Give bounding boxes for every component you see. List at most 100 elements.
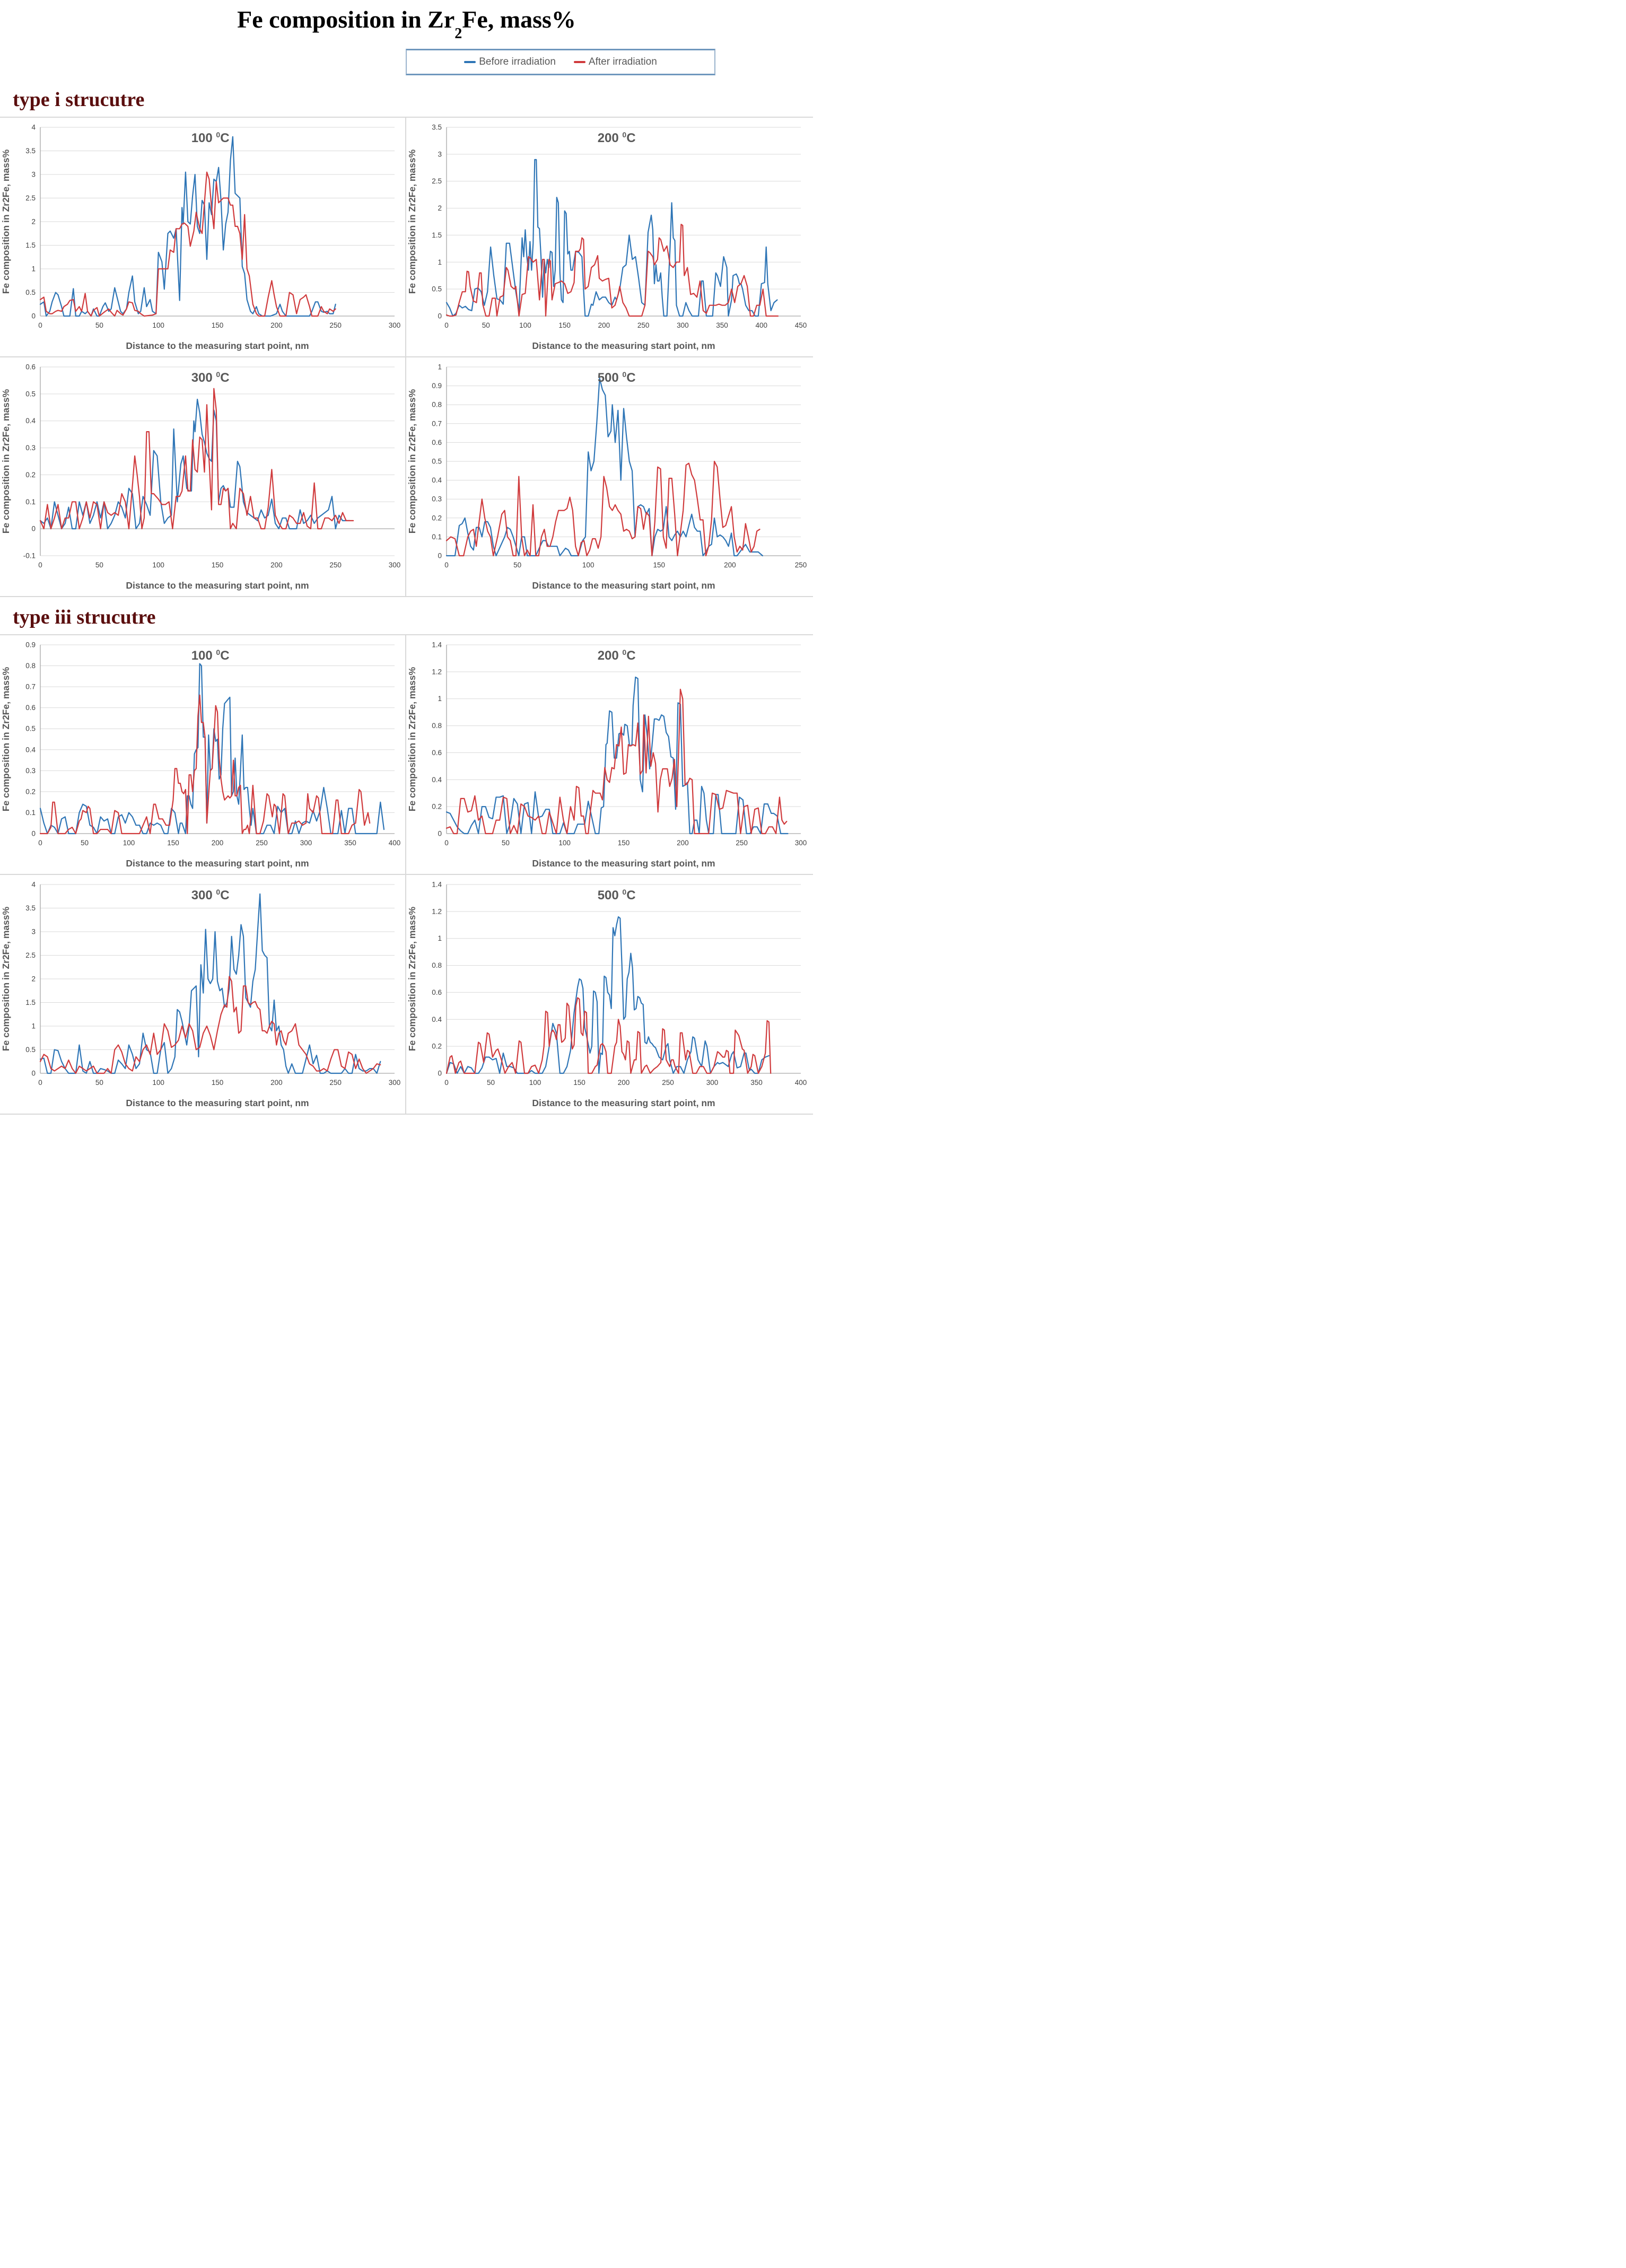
x-tick: 0 [444,839,449,847]
y-tick: 1 [438,934,442,942]
x-tick: 50 [95,1079,103,1087]
x-tick: 0 [444,1079,449,1087]
y-tick: 3 [438,151,442,159]
y-tick: 1 [438,363,442,371]
legend-row: Before irradiation After irradiation [0,45,813,80]
series-line-before [39,663,385,835]
y-axis-title: Fe composition in Zr2Fe, mass% [1,150,11,294]
y-tick: 0 [438,1070,442,1078]
y-tick: 0.2 [432,514,442,522]
x-tick: 300 [795,839,807,847]
x-tick: 100 [529,1079,541,1087]
y-tick: 0.8 [432,722,442,730]
y-axis-title: Fe composition in Zr2Fe, mass% [407,907,417,1052]
x-tick: 50 [482,321,490,329]
figure-title-pre: Fe composition in Zr [237,6,455,33]
x-tick: 350 [716,321,728,329]
series-line-after [445,997,772,1074]
y-tick: 2.5 [25,951,36,959]
y-tick: 0.6 [432,749,442,757]
series-line-before [445,916,770,1074]
y-tick: 2 [31,975,36,983]
x-tick: 50 [81,839,89,847]
chart-title: 200 0C [598,648,636,663]
y-tick: 1.2 [432,908,442,916]
y-tick: 0 [31,1070,36,1078]
series-line-after [39,976,381,1074]
y-tick: 0.7 [432,419,442,427]
series-line-before [39,399,351,530]
x-tick: 200 [270,1079,283,1087]
y-tick: 4 [31,124,36,132]
y-tick: 3 [31,928,36,936]
x-axis-title: Distance to the measuring start point, n… [126,1098,309,1108]
y-tick: 0.3 [432,495,442,503]
y-tick: 1.2 [432,668,442,676]
x-tick: 50 [95,321,103,329]
y-axis-title: Fe composition in Zr2Fe, mass% [407,150,417,294]
y-tick: 0.4 [25,417,36,425]
y-tick: 0.3 [25,444,36,452]
x-tick: 250 [329,1079,342,1087]
y-tick: 0.5 [25,390,36,398]
figure-root: Fe composition in Zr2Fe, mass% Before ir… [0,5,813,1131]
x-tick: 250 [736,839,748,847]
y-tick: 0.6 [432,439,442,446]
x-tick: 250 [637,321,650,329]
x-tick: 200 [677,839,689,847]
y-tick: 2.5 [25,194,36,202]
y-tick: 0 [438,552,442,560]
x-tick: 450 [795,321,807,329]
y-tick: 4 [31,881,36,889]
x-tick: 100 [582,561,595,569]
x-tick: 250 [329,561,342,569]
y-tick: 0.6 [25,704,36,712]
x-tick: 300 [677,321,689,329]
x-tick: 400 [756,321,768,329]
chart-grid-type-iii: 0 0.1 0.2 0.3 0.4 0.5 0.6 0.7 0.8 0.9 0 50 100 150 200… [0,634,813,1115]
y-tick: 3.5 [432,124,442,132]
y-axis-title: Fe composition in Zr2Fe, mass% [1,907,11,1052]
y-tick: 0.1 [25,809,36,817]
x-tick: 400 [389,839,401,847]
y-tick: 0.9 [432,382,442,390]
y-tick: 0.2 [25,471,36,479]
chart-title: 300 0C [191,888,230,903]
x-tick: 150 [212,1079,224,1087]
x-tick: 0 [38,561,42,569]
y-tick: 0.6 [25,363,36,371]
x-tick: 250 [329,321,342,329]
y-tick: 1.5 [432,231,442,239]
y-tick: 0.3 [25,767,36,775]
y-tick: 2 [438,204,442,212]
y-tick: 1.4 [432,641,442,649]
y-tick: 2 [31,218,36,226]
after-irradiation-line-icon [573,61,585,64]
chart-svg-i-500: 0 0.1 0.2 0.3 0.4 0.5 0.6 0.7 0.8 0.9 1 0 50 100 150 20… [407,363,807,591]
chart-title: 100 0C [191,130,230,145]
x-tick: 0 [38,321,42,329]
chart-panel-type-iii-500C: 0 0.2 0.4 0.6 0.8 1 1.2 1.4 0 50 100 150 200 250 300 35… [406,875,813,1115]
x-tick: 200 [270,321,283,329]
x-tick: 250 [795,561,807,569]
series-line-before [445,159,778,317]
x-tick: 250 [256,839,268,847]
y-tick: 0.5 [25,1046,36,1054]
chart-panel-type-iii-200C: 0 0.2 0.4 0.6 0.8 1 1.2 1.4 0 50 100 150 200 250 300 20… [406,635,813,875]
x-tick: 150 [573,1079,585,1087]
y-tick: 0.5 [25,725,36,733]
x-tick: 150 [167,839,179,847]
x-tick: 100 [519,321,531,329]
y-tick: 0.2 [432,1043,442,1050]
x-tick: 150 [212,561,224,569]
x-tick: 0 [444,561,449,569]
y-tick: 0.2 [432,803,442,811]
chart-title: 200 0C [598,130,636,145]
series-line-after [445,688,788,835]
legend: Before irradiation After irradiation [406,49,715,76]
y-tick: 3.5 [25,147,36,155]
x-tick: 50 [502,839,510,847]
x-tick: 350 [344,839,356,847]
chart-svg-iii-100: 0 0.1 0.2 0.3 0.4 0.5 0.6 0.7 0.8 0.9 0 50 100 150 200… [1,641,401,869]
y-tick: 0.1 [432,533,442,541]
